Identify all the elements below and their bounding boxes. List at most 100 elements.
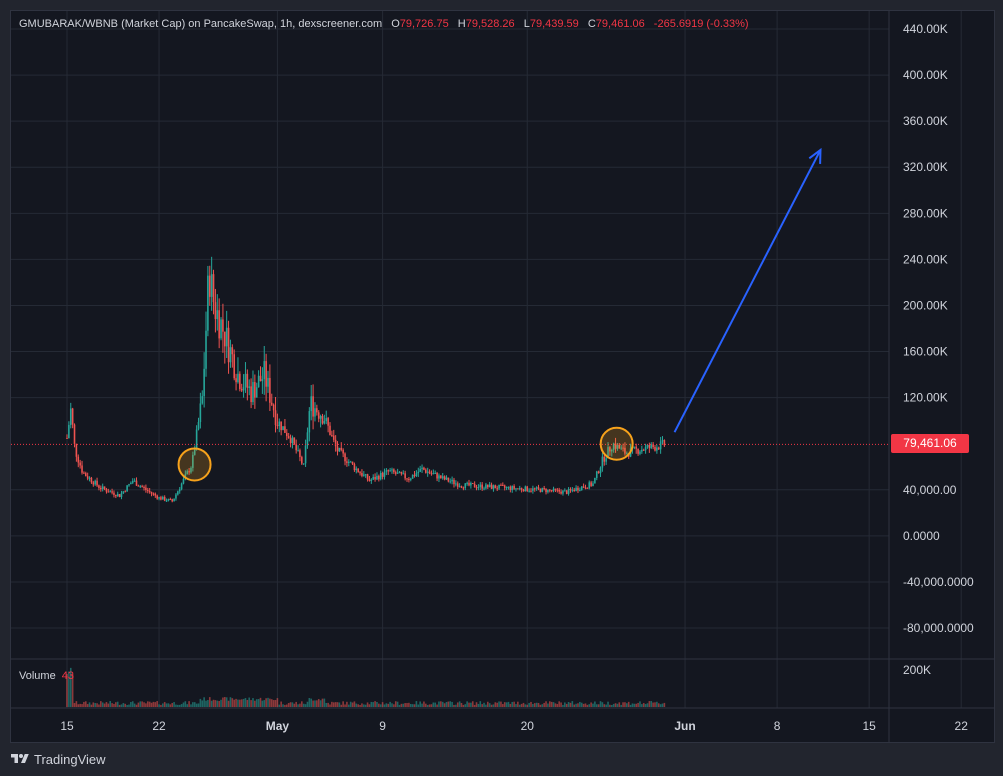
volume-value: 43 [61,670,74,682]
volume-bar [556,704,559,707]
candle-body [235,378,237,383]
candle-body [537,487,540,489]
volume-axis-label: 200K [903,663,931,677]
candle-body [389,470,391,472]
candle-body [620,447,622,449]
volume-bar [396,701,399,707]
volume-bar [616,703,619,707]
candle-body [597,471,600,474]
candle-body [455,483,457,485]
volume-bar [368,704,371,707]
candle-body [432,473,435,475]
volume-bar [537,702,540,707]
volume-bar [479,701,482,707]
volume-bar [169,704,172,707]
chart-canvas[interactable]: 440.00K 400.00K 360.00K 320.00K 280.00K 240.0… [11,11,994,742]
volume-bar [445,701,448,707]
volume-bar [115,702,117,707]
volume-bar [394,701,397,707]
candle-body [332,435,335,440]
candle-body [188,471,190,473]
volume-bar [224,697,226,707]
volume-bar [590,702,592,707]
trend-arrow-head[interactable] [808,147,822,164]
volume-bar [342,701,344,707]
volume-bar [111,703,113,707]
candle-body [347,461,350,463]
volume-bar [302,703,305,707]
annotations[interactable] [177,147,822,482]
volume-bar [231,698,234,707]
volume-bar [340,704,343,707]
candle-body [526,486,529,491]
volume-bar [289,702,292,707]
volume-bar [122,703,125,707]
volume-bar [415,701,418,707]
candle-body [438,475,440,479]
volume-bar [336,702,339,707]
candle-body [203,368,205,397]
candle-body [633,446,636,448]
volume-bar [426,704,429,707]
volume-bar [639,701,641,707]
candle-body [368,479,371,482]
volume-bar [116,701,119,707]
candle-body [175,494,177,499]
volume-bar [464,704,467,707]
volume-bar [656,701,658,707]
volume-bar [338,702,341,707]
candle-body [515,488,517,490]
candle-body [182,478,185,484]
volume-bar [659,704,662,707]
volume-bar [594,701,596,707]
candle-body [413,474,416,476]
volume-bar [597,704,600,707]
candle-body [400,471,403,474]
tradingview-footer[interactable]: TradingView [10,750,106,768]
x-tick-label: 22 [955,719,969,733]
volume-bar [276,698,279,707]
candle-body [374,476,376,480]
volume-bar [582,703,585,707]
volume-bar [558,701,560,707]
volume-bar [641,704,643,707]
candle-body [406,478,408,480]
candle-body [505,487,508,489]
volume-bar [657,703,660,707]
candle-body [460,486,463,488]
volume-bar [515,704,517,707]
volume-bar [372,702,375,707]
candle-body [148,490,151,492]
candle-body [434,473,436,475]
trend-arrow[interactable] [673,149,822,433]
x-tick-label: 9 [379,719,386,733]
volume-bar [564,702,566,707]
candle-body [361,473,363,476]
candle-body [207,275,209,331]
candle-body [229,347,232,363]
volume-bar [565,703,568,707]
volume-bar [483,702,485,707]
candle-body [130,482,132,485]
volume-bar [530,701,532,707]
volume-bar [334,702,337,707]
candle-body [248,386,251,388]
volume-bar [207,700,209,707]
highlight-circle[interactable] [177,447,212,482]
x-tick-label: 22 [152,719,166,733]
candle-body [522,489,525,492]
highlight-circle[interactable] [599,426,634,461]
candle-body [310,396,313,412]
y-tick-label: 160.00K [903,345,948,359]
candle-body [580,486,583,491]
candle-body [86,476,89,479]
x-tick-label: 20 [521,719,535,733]
candle-body [158,497,160,499]
candle-body [239,373,241,390]
volume-bar [304,704,307,707]
candle-body [430,473,433,475]
candle-body [586,487,589,489]
candle-body [319,416,322,419]
volume-bar [68,671,70,707]
volume-bar [310,698,313,707]
